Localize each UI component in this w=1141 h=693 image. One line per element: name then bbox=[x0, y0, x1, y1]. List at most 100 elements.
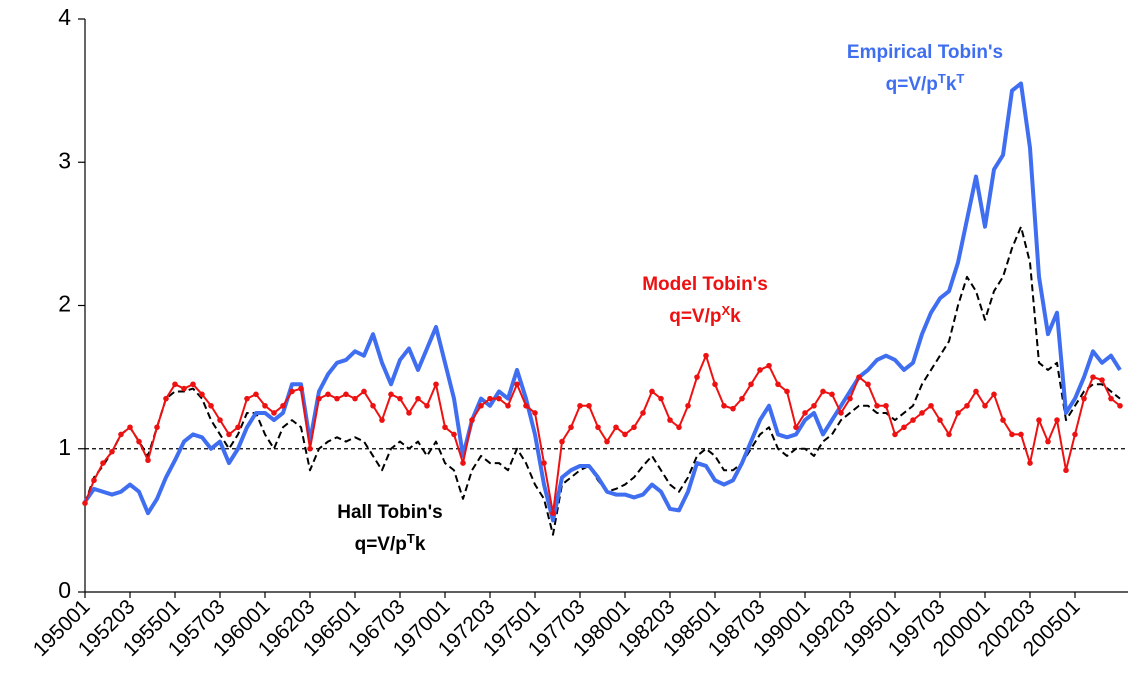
data-point bbox=[964, 402, 970, 409]
data-point bbox=[190, 381, 196, 388]
data-point bbox=[586, 402, 592, 409]
data-point bbox=[613, 424, 619, 431]
data-point bbox=[892, 431, 898, 438]
data-point bbox=[334, 395, 340, 402]
data-point bbox=[703, 352, 709, 359]
series-label: Hall Tobin's bbox=[337, 502, 443, 523]
data-point bbox=[775, 381, 781, 388]
series-formula: q=V/pTk bbox=[355, 531, 426, 556]
data-point bbox=[685, 402, 691, 409]
y-tick-label: 4 bbox=[58, 4, 71, 30]
data-point bbox=[100, 460, 106, 466]
data-point bbox=[694, 374, 700, 380]
data-point bbox=[154, 424, 160, 431]
data-point bbox=[748, 381, 754, 388]
series-line bbox=[84, 354, 1121, 515]
data-point bbox=[712, 381, 718, 388]
data-point bbox=[424, 402, 430, 409]
data-point bbox=[820, 388, 826, 395]
data-point bbox=[640, 410, 646, 416]
data-point bbox=[163, 395, 169, 402]
data-point bbox=[1045, 438, 1051, 445]
data-point bbox=[721, 402, 727, 409]
data-point bbox=[1036, 417, 1042, 423]
data-point bbox=[226, 431, 232, 438]
data-point bbox=[730, 405, 736, 412]
data-point bbox=[658, 395, 664, 402]
data-point bbox=[217, 417, 223, 423]
data-point bbox=[406, 410, 412, 416]
data-point bbox=[361, 388, 367, 395]
data-point bbox=[1072, 431, 1078, 438]
formula-superscript: X bbox=[722, 303, 731, 318]
data-point bbox=[379, 417, 385, 423]
data-point bbox=[577, 402, 583, 409]
series-formula: q=V/pXk bbox=[669, 303, 741, 328]
data-point bbox=[676, 424, 682, 431]
data-point bbox=[991, 391, 997, 398]
data-point bbox=[1000, 417, 1006, 423]
data-point bbox=[910, 417, 916, 423]
data-point bbox=[1054, 417, 1060, 423]
data-point bbox=[469, 417, 475, 423]
data-point bbox=[982, 402, 988, 409]
data-point bbox=[442, 424, 448, 431]
data-point bbox=[1099, 377, 1105, 383]
data-point bbox=[523, 402, 529, 409]
y-tick-label: 2 bbox=[58, 291, 71, 317]
data-point bbox=[451, 431, 457, 438]
data-point bbox=[1090, 374, 1096, 380]
data-point bbox=[901, 424, 907, 431]
formula-superscript: T bbox=[407, 531, 415, 546]
formula-part: q=V/p bbox=[886, 74, 938, 95]
data-point bbox=[109, 448, 115, 455]
data-point bbox=[433, 381, 439, 388]
data-point bbox=[784, 388, 790, 395]
series-line bbox=[83, 81, 1122, 523]
data-point bbox=[145, 457, 151, 464]
y-tick-label: 3 bbox=[58, 147, 71, 173]
data-point bbox=[181, 385, 187, 392]
data-point bbox=[1063, 467, 1069, 474]
data-point bbox=[325, 391, 331, 398]
data-point bbox=[739, 395, 745, 402]
data-point bbox=[946, 431, 952, 438]
data-point bbox=[847, 395, 853, 402]
formula-part: q=V/p bbox=[355, 534, 407, 555]
data-point bbox=[91, 477, 97, 484]
data-point bbox=[631, 424, 637, 431]
data-point bbox=[550, 510, 556, 517]
data-point bbox=[955, 410, 961, 416]
data-point bbox=[973, 388, 979, 395]
data-point bbox=[928, 402, 934, 409]
data-point bbox=[649, 388, 655, 395]
data-point bbox=[307, 445, 313, 452]
series-label: Empirical Tobin's bbox=[847, 42, 1003, 63]
data-point bbox=[289, 388, 295, 395]
series-line bbox=[84, 225, 1121, 536]
data-point bbox=[622, 431, 628, 438]
data-point bbox=[937, 417, 943, 423]
y-tick-label: 1 bbox=[58, 434, 71, 460]
data-point bbox=[811, 402, 817, 409]
data-point bbox=[496, 395, 502, 402]
data-point bbox=[1009, 431, 1015, 438]
data-point bbox=[118, 431, 124, 438]
data-point bbox=[298, 385, 304, 392]
data-point bbox=[262, 402, 268, 409]
formula-part: q=V/p bbox=[669, 306, 721, 327]
data-point bbox=[316, 395, 322, 402]
data-point bbox=[235, 424, 241, 431]
formula-part: k bbox=[946, 74, 957, 95]
data-point bbox=[352, 395, 358, 402]
data-point bbox=[136, 438, 142, 445]
data-point bbox=[1081, 395, 1087, 402]
data-point bbox=[883, 402, 889, 409]
data-point bbox=[919, 410, 925, 416]
data-point bbox=[514, 381, 520, 388]
data-point bbox=[1027, 460, 1033, 466]
data-point bbox=[253, 391, 259, 398]
data-point bbox=[244, 395, 250, 402]
formula-superscript: T bbox=[938, 71, 946, 86]
